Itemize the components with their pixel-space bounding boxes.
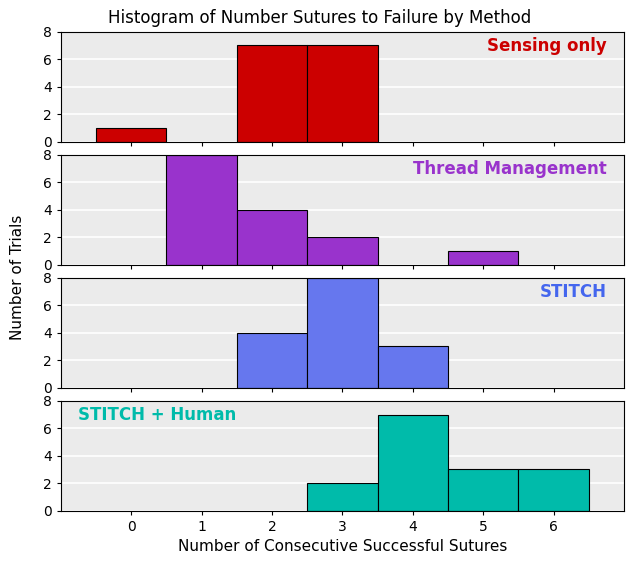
Text: Number of Trials: Number of Trials [10, 214, 24, 340]
Bar [378, 346, 448, 388]
X-axis label: Number of Consecutive Successful Sutures: Number of Consecutive Successful Sutures [178, 539, 507, 554]
Text: Sensing only: Sensing only [487, 38, 607, 55]
Bar [237, 333, 307, 388]
Bar [448, 470, 518, 511]
Text: STITCH: STITCH [540, 283, 607, 301]
Bar [237, 46, 307, 141]
Bar [518, 470, 589, 511]
Bar [307, 46, 378, 141]
Bar [448, 251, 518, 265]
Bar [307, 278, 378, 388]
Text: STITCH + Human: STITCH + Human [77, 406, 236, 424]
Text: Histogram of Number Sutures to Failure by Method: Histogram of Number Sutures to Failure b… [108, 9, 532, 27]
Text: Thread Management: Thread Management [413, 160, 607, 178]
Bar [307, 237, 378, 265]
Bar [166, 155, 237, 265]
Bar [307, 483, 378, 511]
Bar [378, 414, 448, 511]
Bar [237, 209, 307, 265]
Bar [96, 128, 166, 141]
